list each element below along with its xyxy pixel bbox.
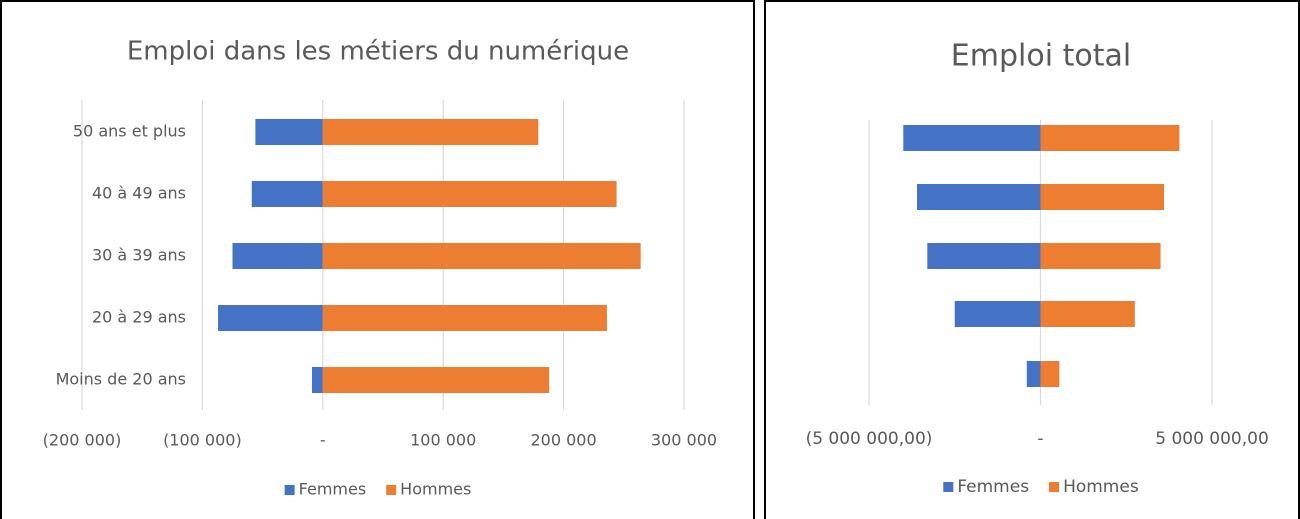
x-tick-label: (200 000)	[43, 431, 122, 450]
x-tick-label: 300 000	[651, 431, 717, 450]
x-tick-label: -	[1037, 429, 1043, 449]
legend-label: Hommes	[1063, 477, 1139, 497]
chart-title: Emploi dans les métiers du numérique	[127, 37, 629, 67]
legend-swatch	[386, 485, 397, 495]
panel-border	[0, 0, 755, 519]
bar	[1026, 361, 1041, 387]
bar	[251, 181, 323, 207]
x-tick-label: 100 000	[410, 431, 476, 450]
x-tick-label: -	[320, 431, 326, 450]
bar	[311, 367, 323, 393]
bar	[1040, 243, 1161, 269]
y-tick-label: 30 à 39 ans	[92, 246, 186, 265]
bar	[322, 305, 607, 331]
bar	[322, 181, 617, 207]
bar	[1040, 125, 1180, 151]
panel-border	[764, 0, 1300, 519]
bar	[232, 243, 323, 269]
legend-swatch	[943, 482, 954, 492]
bar	[255, 119, 323, 145]
y-tick-label: Moins de 20 ans	[56, 370, 186, 389]
bar	[322, 243, 641, 269]
y-tick-label: 20 à 29 ans	[92, 308, 186, 327]
legend-label: Femmes	[299, 480, 367, 499]
legend-swatch	[1049, 482, 1060, 492]
bar	[322, 367, 550, 393]
bar	[903, 125, 1041, 151]
legend-label: Hommes	[400, 480, 471, 499]
bar	[1040, 361, 1060, 387]
x-tick-label: 5 000 000,00	[1155, 429, 1269, 449]
bar	[917, 184, 1041, 210]
legend-swatch	[284, 485, 295, 495]
legend-label: Femmes	[957, 477, 1029, 497]
x-tick-label: (100 000)	[163, 431, 242, 450]
bar	[954, 301, 1041, 327]
y-tick-label: 50 ans et plus	[73, 122, 186, 141]
bar	[322, 119, 539, 145]
y-tick-label: 40 à 49 ans	[92, 184, 186, 203]
bar	[1040, 184, 1164, 210]
bar	[218, 305, 323, 331]
chart-title: Emploi total	[951, 39, 1131, 74]
x-tick-label: 200 000	[531, 431, 597, 450]
x-tick-label: (5 000 000,00)	[806, 429, 933, 449]
bar	[927, 243, 1041, 269]
bar	[1040, 301, 1135, 327]
